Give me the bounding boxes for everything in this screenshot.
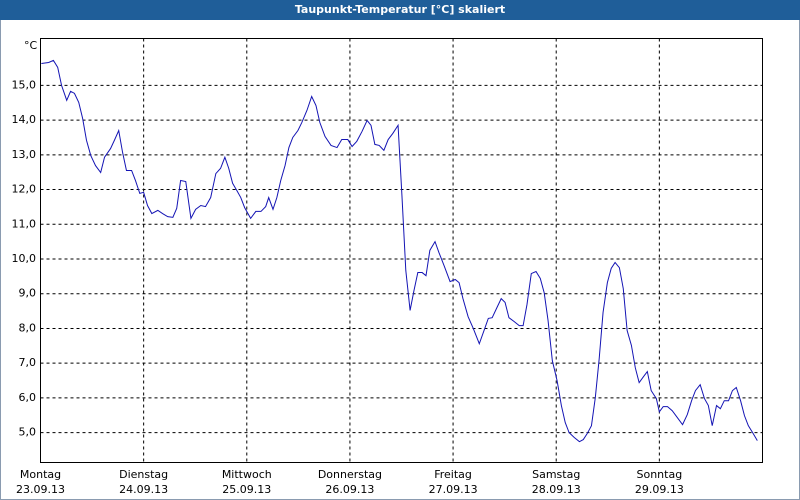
y-tick-label: 11,0 (12, 217, 37, 230)
y-tick-label: 10,0 (12, 252, 37, 265)
plot-area: 5,0 6,0 7,0 8,0 9,0 10,0 11,0 12,0 13,0 14,0 15,0 M… (12, 38, 763, 496)
x-tick-date: 26.09.13 (325, 483, 374, 496)
y-tick-label: 5,0 (19, 426, 37, 439)
y-tick-label: 12,0 (12, 183, 37, 196)
x-tick-date: 23.09.13 (16, 483, 65, 496)
title-bar (0, 0, 800, 20)
x-tick-label: Dienstag (119, 468, 168, 481)
y-tick-label: 13,0 (12, 148, 37, 161)
data-line (41, 59, 758, 443)
x-tick-date: 28.09.13 (532, 483, 581, 496)
x-tick-date: 29.09.13 (635, 483, 684, 496)
y-tick-label: 7,0 (19, 356, 37, 369)
x-tick-label: Freitag (434, 468, 472, 481)
y-unit: °C (24, 39, 38, 52)
y-tick-label: 8,0 (19, 321, 37, 334)
x-tick-label: Sonntag (637, 468, 683, 481)
x-tick-date: 25.09.13 (222, 483, 271, 496)
y-tick-label: 15,0 (12, 78, 37, 91)
y-tick-label: 14,0 (12, 113, 37, 126)
x-tick-label: Donnerstag (318, 468, 382, 481)
chart-title: Taupunkt-Temperatur [°C] skaliert (295, 3, 505, 16)
x-tick-label: Montag (20, 468, 61, 481)
y-tick-label: 6,0 (19, 391, 37, 404)
x-tick-date: 27.09.13 (429, 483, 478, 496)
x-tick-label: Mittwoch (222, 468, 272, 481)
plot-border (40, 38, 763, 463)
y-tick-label: 9,0 (19, 287, 37, 300)
x-tick-label: Samstag (532, 468, 580, 481)
x-tick-date: 24.09.13 (119, 483, 168, 496)
